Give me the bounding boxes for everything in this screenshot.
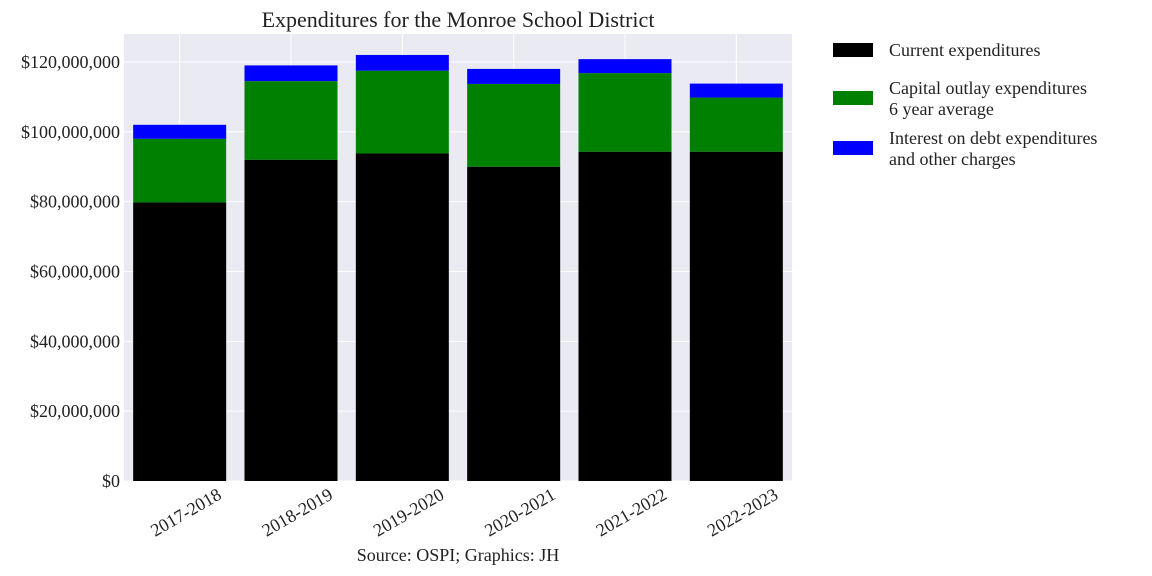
legend-label: Interest on debt expenditures and other c…: [889, 128, 1097, 169]
bar-segment-series-2: [244, 65, 338, 82]
legend-label: Current expenditures: [889, 40, 1040, 60]
bar-segment-series-0: [689, 151, 783, 482]
y-tick-label: $100,000,000: [21, 122, 120, 142]
legend-swatch: [833, 43, 873, 57]
bar-segment-series-2: [578, 59, 672, 74]
bars: [133, 54, 783, 482]
bar-segment-series-2: [689, 83, 783, 98]
y-axis: $0 $20,000,000 $40,000,000 $60,000,000 $80,0…: [21, 52, 120, 491]
y-tick-label: $120,000,000: [21, 52, 120, 72]
bar-segment-series-2: [467, 68, 561, 84]
x-tick-label: 2018-2019: [258, 484, 336, 540]
x-tick-label: 2022-2023: [704, 484, 782, 540]
bar-segment-series-0: [133, 202, 227, 482]
y-tick-label: $60,000,000: [30, 261, 120, 281]
y-tick-label: $80,000,000: [30, 192, 120, 212]
chart-title: Expenditures for the Monroe School Distr…: [262, 7, 655, 32]
bar-segment-series-1: [355, 70, 449, 154]
bar-segment-series-1: [467, 83, 561, 167]
bar-segment-series-2: [355, 54, 449, 71]
bar-segment-series-1: [133, 138, 227, 203]
x-tick-label: 2017-2018: [147, 484, 225, 540]
legend: Current expenditures Capital outlay expen…: [833, 40, 1097, 169]
bar-segment-series-0: [355, 153, 449, 482]
bar-segment-series-0: [467, 166, 561, 481]
y-tick-label: $0: [102, 471, 120, 491]
source-note: Source: OSPI; Graphics: JH: [357, 545, 559, 565]
y-tick-label: $20,000,000: [30, 401, 120, 421]
bar-segment-series-0: [578, 151, 672, 482]
bar-segment-series-0: [244, 159, 338, 481]
plot-background: [124, 34, 792, 481]
legend-swatch: [833, 91, 873, 105]
bar-segment-series-2: [133, 124, 227, 139]
y-tick-label: $40,000,000: [30, 331, 120, 351]
x-axis: 2017-2018 2018-2019 2019-2020 2020-2021 2021…: [147, 484, 781, 540]
legend-swatch: [833, 141, 873, 155]
bar-segment-series-1: [244, 81, 338, 160]
legend-label: Capital outlay expenditures 6 year averag…: [889, 78, 1087, 119]
bar-segment-series-1: [689, 97, 783, 152]
x-tick-label: 2019-2020: [370, 484, 448, 540]
bar-segment-series-1: [578, 73, 672, 152]
x-tick-label: 2020-2021: [481, 484, 559, 540]
x-tick-label: 2021-2022: [592, 484, 670, 540]
